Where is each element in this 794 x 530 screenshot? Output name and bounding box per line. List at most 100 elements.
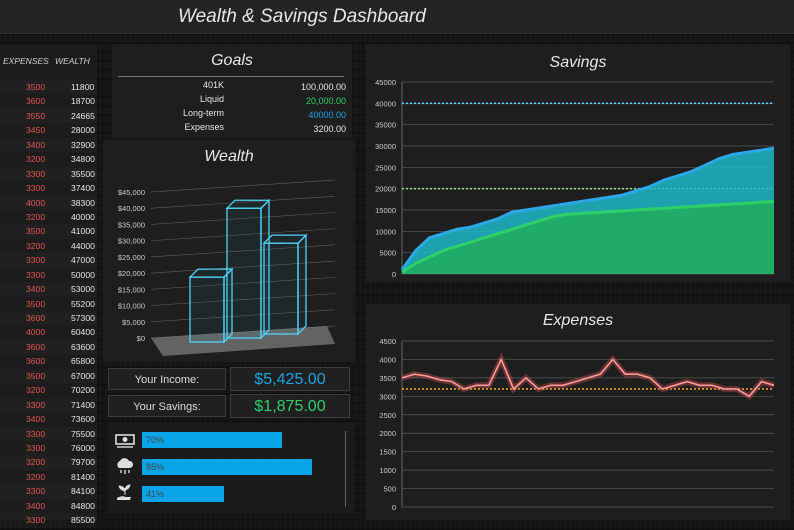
tick-label: 40000 [375,99,396,108]
tick-label: $0 [137,334,145,343]
table-row: 3500 67000 [0,369,97,383]
expense-cell: 3200 [26,457,46,468]
wealth-cell: 84800 [71,500,95,511]
tick-label: 5000 [379,249,396,258]
wealth-cell: 81400 [71,471,95,482]
table-row: 4000 38300 [0,196,97,210]
goals-divider [118,76,344,77]
table-row: 3200 70200 [0,383,97,397]
wealth-cell: 34800 [71,154,95,165]
table-row: 3300 47000 [0,253,97,267]
tick-label: 500 [383,485,396,494]
table-row: 3200 34800 [0,152,97,166]
expenses-chart: 0 500 1000 1500 2000 2500 3000 3500 4000 4500 [379,337,775,512]
cash-icon [115,434,135,448]
tick-label: $40,000 [118,204,145,213]
goal-value: 20,000.00 [305,96,346,106]
table-row: 3300 37400 [0,181,97,195]
tick-label: 1500 [379,448,396,457]
expense-cell: 3500 [26,82,46,92]
series-line [401,200,775,274]
savings-title: Savings [549,54,607,71]
wealth-cell: 24665 [71,110,95,121]
table-row: 3550 24665 [0,109,97,123]
tick-label: 0 [392,503,396,512]
table-row: 3300 84100 [0,484,97,498]
wealth-cell: 50000 [71,269,95,280]
goals-panel: Goals 401K 100,000.00 Liquid 20,000.00 Long-… [112,44,352,138]
expense-cell: 3600 [26,356,46,367]
tick-label: 10000 [375,227,396,236]
wealth-cell: 84100 [71,486,95,497]
wealth-cell: 38300 [71,197,95,208]
rain-cloud-icon [117,458,134,474]
tick-label: 20000 [375,185,396,194]
gridline [150,195,336,209]
table-row: 3200 40000 [0,210,97,224]
wealth-cell: 47000 [71,255,95,266]
table-row: 3400 53000 [0,282,97,296]
plant-hand-icon [117,484,131,500]
wealth-cell: 57300 [71,313,95,323]
expense-cell: 3200 [26,154,46,165]
wealth-cell: 11800 [71,82,95,92]
expenses-panel: Expenses 0 500 1000 1500 2000 2500 3000 3500 400… [366,304,790,520]
tick-label: $15,000 [118,285,145,294]
goal-value: 100,000.00 [300,82,346,92]
progress-bar-2: 85% [142,459,342,475]
progress-bar-1: 70% [142,432,342,448]
savings-panel: Savings 0 5000 10000 15000 20000 25000 30000 35… [366,44,790,282]
progress-bar-3: 41% [142,486,342,502]
title-bar: Wealth & Savings Dashboard [0,0,794,34]
expense-cell: 3500 [26,226,46,237]
wealth-cell: 75500 [71,428,95,439]
expense-cell: 3200 [26,211,46,222]
wealth-cell: 79700 [71,457,95,468]
gridline [150,276,336,290]
goal-label: Liquid [199,94,224,104]
wealth-cell: 65800 [71,356,95,367]
expense-cell: 3450 [26,125,46,136]
wealth-cell: 53000 [71,284,95,295]
table-row: 3400 84800 [0,499,97,513]
expense-cell: 4000 [26,197,46,208]
gridline [150,244,336,258]
table-row: 3300 75500 [0,427,97,441]
tick-label: $20,000 [118,269,145,278]
expense-cell: 3400 [26,500,46,511]
tick-label: $45,000 [118,188,145,197]
income-label: Your Income: [134,374,200,386]
progress-divider [345,431,346,507]
wealth-cell: 41000 [71,226,95,237]
wealth-cell: 73600 [71,414,95,425]
wealth-cell: 67000 [71,370,95,381]
expense-cell: 3300 [26,269,46,280]
savings-value: $1,875.00 [254,398,326,415]
table-row: 3300 35500 [0,167,97,181]
wealth-cell: 44000 [71,240,95,251]
expense-cell: 3300 [26,399,46,410]
expense-cell: 3200 [26,385,46,396]
expense-cell: 3200 [26,240,46,251]
progress-fill-1: 70% [142,432,282,448]
table-row: 3300 76000 [0,441,97,455]
series-area [402,201,774,274]
tick-label: $10,000 [118,302,145,311]
tick-label: 2500 [379,411,396,420]
savings-chart: 0 5000 10000 15000 20000 25000 30000 35000 40000… [375,78,775,279]
table-row: 3200 44000 [0,239,97,253]
wealth-bar [225,198,271,340]
expense-cell: 4000 [26,327,46,338]
wealth-chart: $0 $5,000 $10,000 $15,000 $20,000 $25,000 $30,… [118,179,336,356]
progress-fill-3: 41% [142,486,224,502]
expense-cell: 3300 [26,442,46,453]
tick-label: 1000 [379,466,396,475]
series-line [400,146,775,271]
gridline [150,212,336,225]
expense-cell: 3600 [26,96,46,107]
savings-value-box: $1,875.00 [230,394,350,418]
expense-cell: 3500 [26,298,46,309]
expense-cell: 3300 [26,168,46,179]
goals-title: Goals [211,52,253,69]
wealth-cell: 70200 [71,385,95,396]
